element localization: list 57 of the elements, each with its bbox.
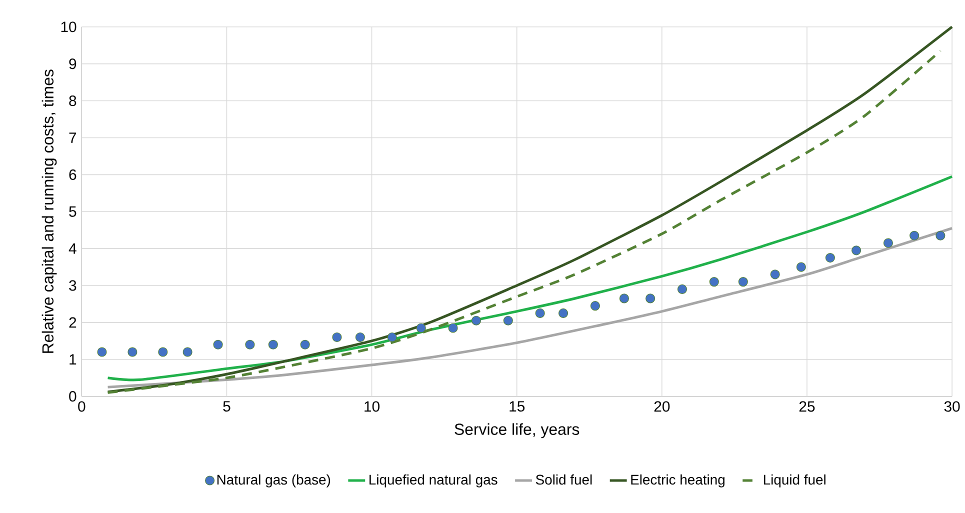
y-tick-label: 4 (68, 243, 76, 254)
line-series (106, 227, 954, 388)
point (535, 308, 545, 318)
point (883, 238, 893, 248)
line-series (106, 175, 954, 382)
x-tick-label: 0 (78, 401, 86, 412)
point (213, 340, 223, 350)
point (558, 308, 568, 318)
point (619, 294, 629, 304)
point (503, 316, 513, 326)
x-tick-label: 10 (364, 401, 380, 412)
x-tick-label: 25 (799, 401, 815, 412)
point (182, 347, 192, 357)
y-tick-label: 5 (69, 206, 76, 217)
legend-label: Natural gas (base) (217, 474, 330, 488)
point (300, 340, 310, 350)
point (471, 316, 482, 326)
y-tick-label: 0 (69, 391, 76, 402)
point (268, 340, 278, 350)
x-axis-title: Service life, years (454, 423, 580, 438)
point (245, 340, 255, 350)
point (910, 230, 920, 240)
y-tick-label: 9 (69, 58, 76, 70)
y-tick-label: 2 (69, 317, 76, 328)
x-tick-label: 15 (510, 401, 525, 412)
legend-label: Liquid fuel (764, 474, 826, 488)
point (416, 323, 426, 333)
x-tick-label: 5 (223, 401, 230, 412)
legend-label: Solid fuel (536, 474, 592, 485)
point (825, 253, 835, 263)
point (852, 246, 862, 256)
y-tick-label: 7 (69, 132, 76, 143)
point (796, 262, 806, 272)
point (387, 332, 397, 342)
y-tick-label: 10 (61, 22, 76, 32)
y-tick-label: 8 (69, 96, 76, 106)
point (448, 323, 458, 333)
point (97, 347, 107, 357)
point (355, 332, 365, 342)
y-tick-label: 1 (70, 354, 76, 365)
x-tick-label: 30 (944, 401, 960, 412)
y-tick-label: 6 (69, 169, 76, 180)
y-tick-label: 3 (69, 280, 76, 291)
legend-label: Liquefied natural gas (370, 474, 498, 488)
point (332, 332, 342, 342)
legend-label: Electric heating (631, 474, 724, 488)
point (936, 230, 946, 240)
y-axis-title: Relative capital and running costs, times (42, 70, 57, 353)
point (158, 347, 168, 357)
point (738, 277, 748, 287)
point (646, 294, 656, 304)
x-tick-label: 20 (654, 401, 670, 412)
point (709, 277, 719, 287)
point (590, 301, 600, 311)
point (770, 270, 780, 280)
point (128, 347, 138, 357)
point (677, 284, 688, 294)
